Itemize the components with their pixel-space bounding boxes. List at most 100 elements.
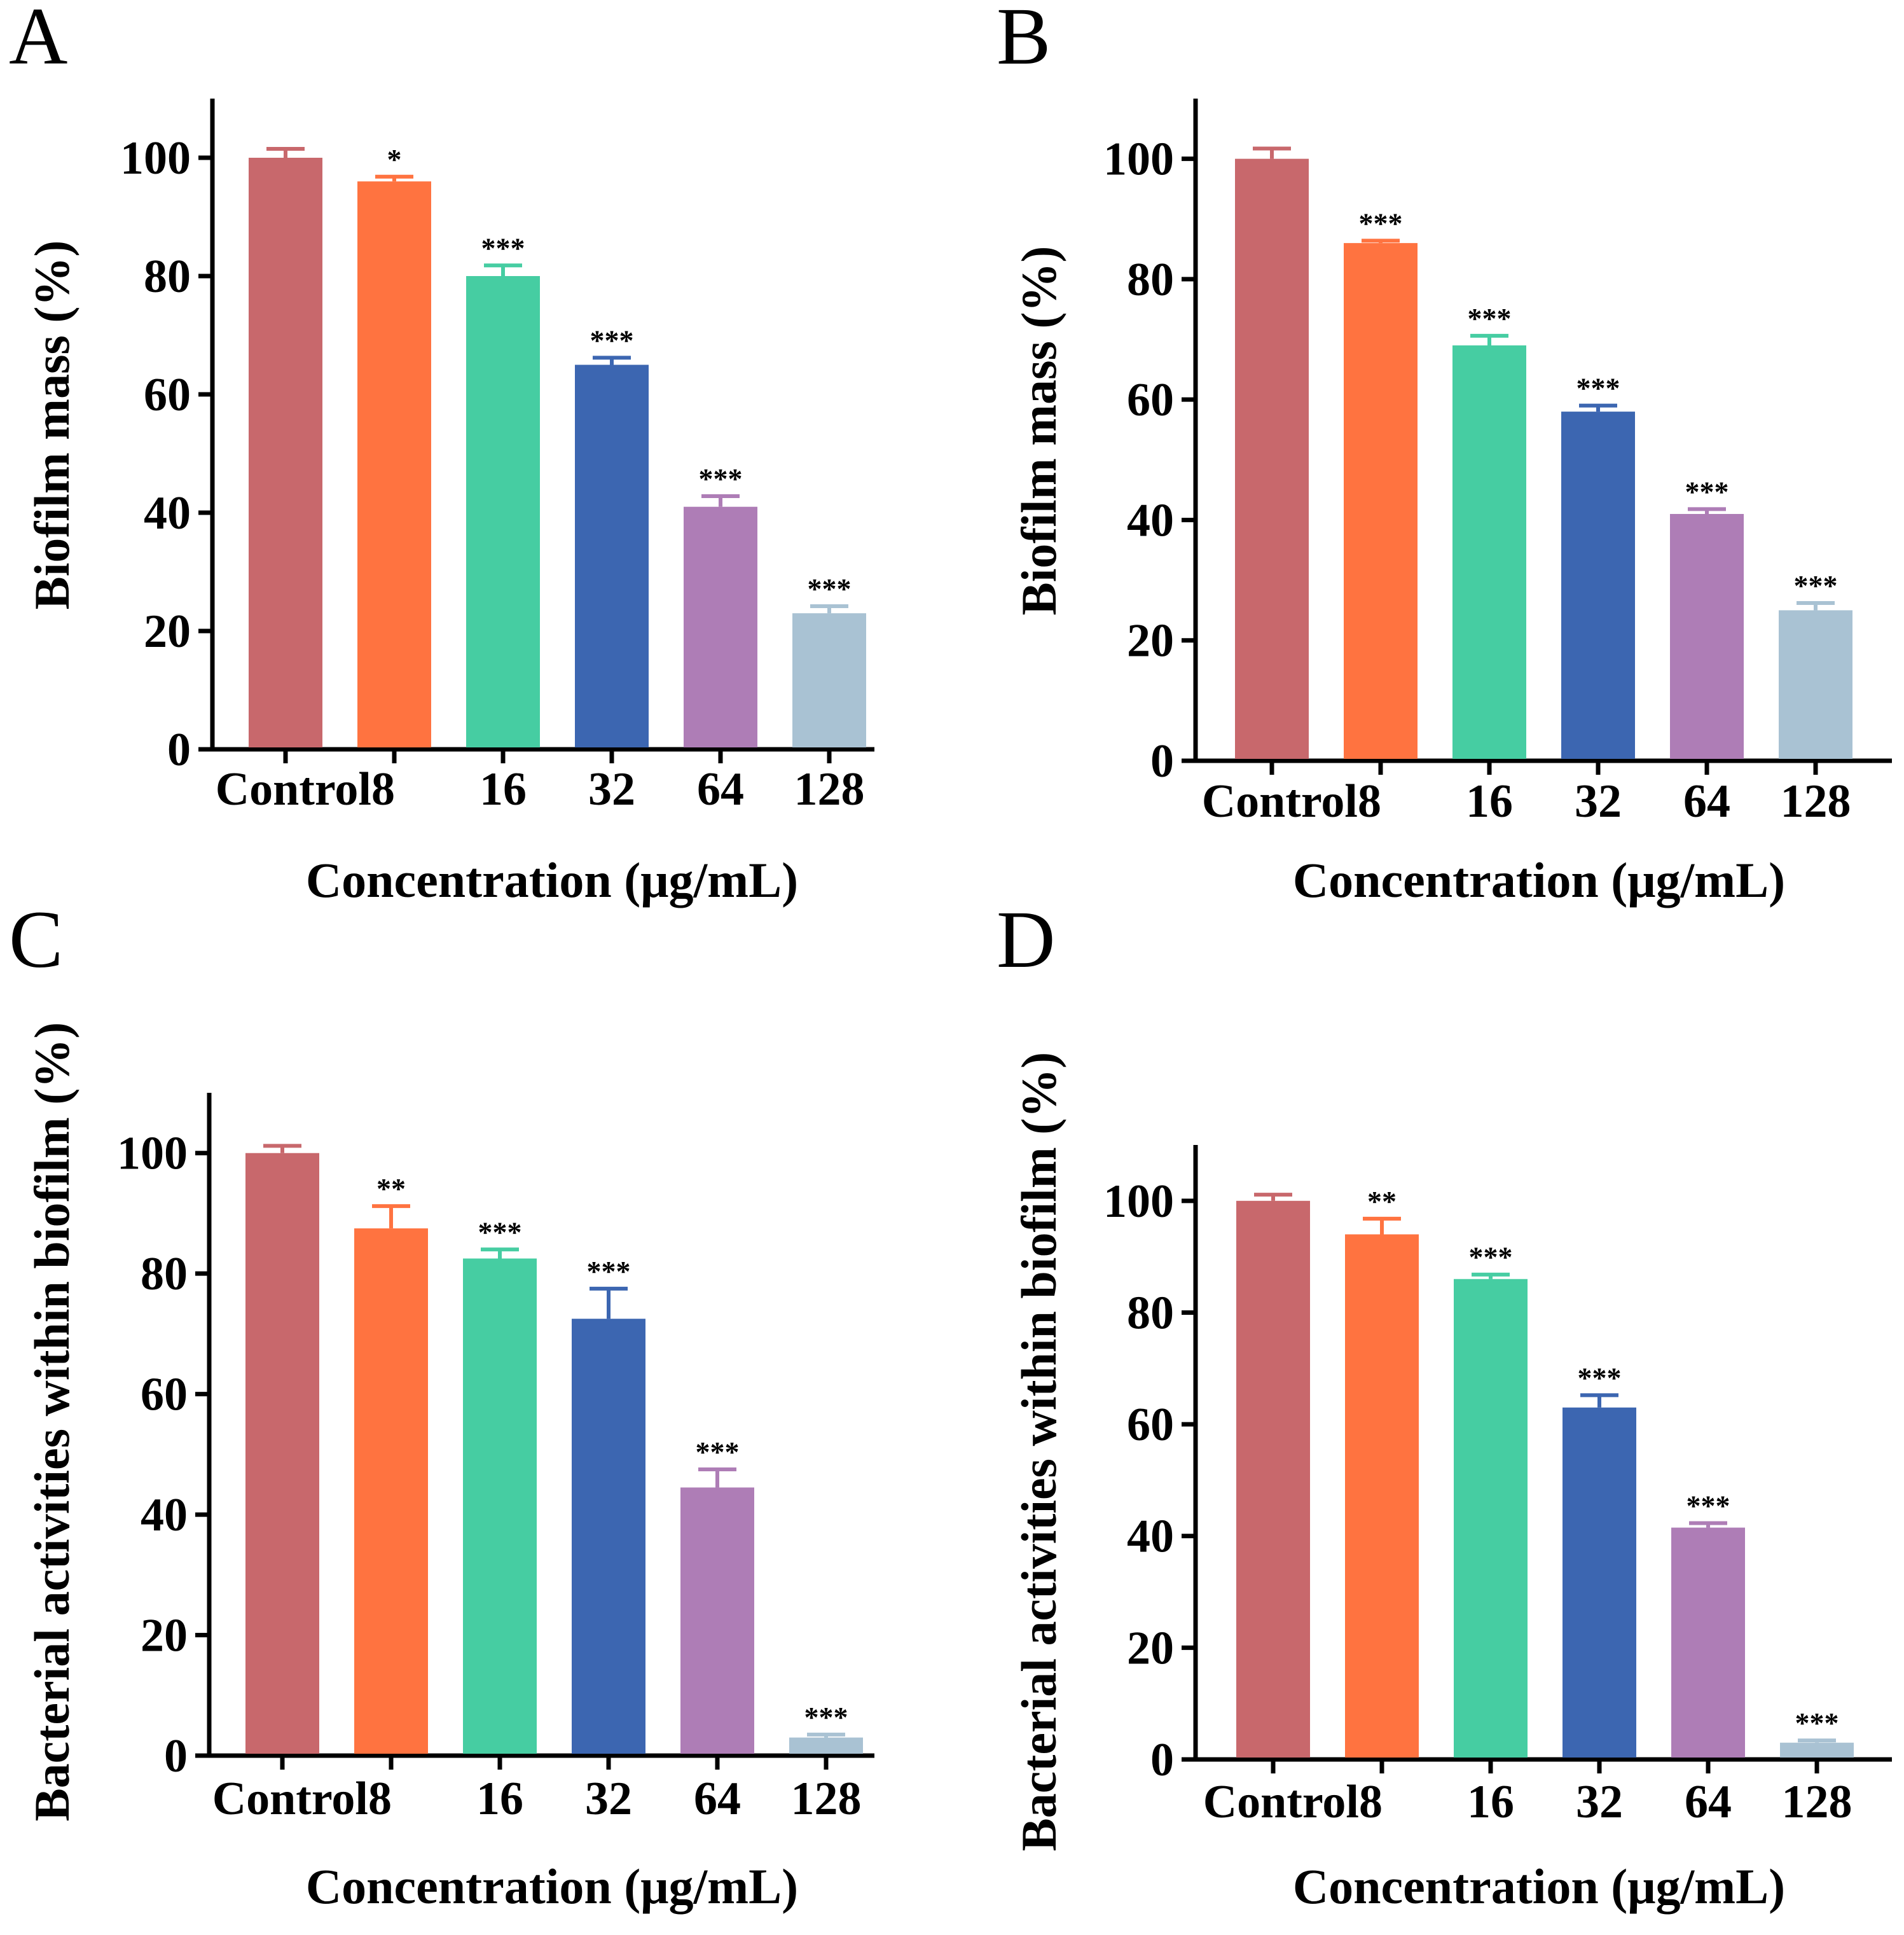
bar-b-1: [1344, 243, 1418, 759]
x-category-label: 16: [1467, 1776, 1514, 1828]
y-tick-label: 80: [144, 251, 191, 303]
significance-label: ***: [1794, 569, 1838, 602]
x-category-label: 8: [1359, 1776, 1383, 1828]
y-tick-label: 20: [1127, 1622, 1174, 1674]
x-category-label: 8: [371, 763, 395, 815]
bar-c-5: [789, 1737, 863, 1754]
bar-a-1: [357, 181, 431, 747]
y-tick-label: 80: [1127, 1287, 1174, 1339]
y-tick-label: 40: [1127, 494, 1174, 546]
x-category-label: 32: [1576, 1776, 1623, 1828]
y-tick-label: 80: [1127, 254, 1174, 306]
x-category-label: 128: [1781, 775, 1851, 828]
x-category-label: Control: [1202, 775, 1358, 828]
x-category-label: 64: [697, 763, 744, 815]
bar-c-4: [680, 1487, 754, 1754]
significance-label: ***: [590, 324, 634, 356]
y-tick-label: 20: [144, 606, 191, 658]
panel-letter-d: D: [997, 894, 1055, 985]
bar-b-3: [1561, 412, 1635, 759]
y-tick-label: 20: [141, 1610, 188, 1662]
y-tick-label: 100: [1103, 134, 1174, 186]
x-category-label: 32: [1575, 775, 1622, 828]
y-axis-title: Bacterial activities within biofilm (%): [1011, 1052, 1066, 1851]
panel-a: A 0 20 40 60 80 100 Control * 8 *** 16 *** 32 *** 64 ***…: [9, 0, 874, 908]
x-category-label: 8: [368, 1773, 392, 1825]
y-tick-label: 40: [1127, 1511, 1174, 1563]
y-tick-label: 60: [1127, 374, 1174, 426]
significance-label: ***: [1359, 207, 1403, 239]
x-category-label: 16: [1466, 775, 1513, 828]
y-axis-title: Biofilm mass (%): [1011, 246, 1066, 616]
significance-label: ***: [1578, 1361, 1622, 1394]
x-category-label: Control: [216, 763, 371, 815]
significance-label: ***: [481, 232, 525, 264]
bar-a-5: [792, 613, 866, 747]
x-category-label: 16: [476, 1773, 523, 1825]
y-tick-label: 40: [141, 1489, 188, 1541]
y-axis-title: Bacterial activities within biofilm (%): [24, 1022, 79, 1821]
y-tick-label: 60: [144, 369, 191, 421]
significance-label: ***: [696, 1436, 740, 1468]
y-tick-label: 100: [117, 1128, 188, 1180]
bar-d-4: [1671, 1527, 1745, 1758]
significance-label: ***: [1687, 1490, 1730, 1522]
significance-label: ***: [699, 462, 743, 495]
x-axis-title: Concentration (μg/mL): [1293, 852, 1785, 908]
y-tick-label: 0: [1150, 1734, 1174, 1786]
x-axis-title: Concentration (μg/mL): [306, 1859, 798, 1914]
x-category-label: 64: [1683, 775, 1730, 828]
bar-b-5: [1779, 610, 1852, 759]
significance-label: ***: [1469, 1241, 1513, 1273]
significance-label: *: [387, 143, 402, 176]
x-category-label: 128: [791, 1773, 862, 1825]
panel-c: C 0 20 40 60 80 100 Control ** 8 *** 16 *** 32 *** 64 **…: [9, 894, 874, 1914]
y-axis-title: Biofilm mass (%): [24, 240, 79, 610]
bar-b-2: [1452, 345, 1526, 759]
panel-d: D 0 20 40 60 80 100 Control ** 8 *** 16 *** 32 *** 64 **…: [997, 894, 1892, 1914]
x-axis-title: Concentration (μg/mL): [1293, 1859, 1785, 1914]
significance-label: ***: [808, 572, 852, 605]
bar-d-2: [1454, 1279, 1528, 1758]
x-category-label: 128: [794, 763, 865, 815]
significance-label: ***: [478, 1216, 522, 1248]
significance-label: ***: [1576, 372, 1620, 405]
significance-label: ***: [1468, 302, 1512, 335]
x-category-label: 128: [1782, 1776, 1852, 1828]
bar-c-3: [572, 1319, 645, 1754]
significance-label: **: [376, 1172, 406, 1205]
bar-a-3: [575, 364, 649, 747]
y-tick-label: 0: [1150, 735, 1174, 787]
bar-d-0: [1236, 1200, 1310, 1758]
bar-d-3: [1563, 1407, 1636, 1758]
bar-c-2: [463, 1258, 537, 1754]
panel-letter-a: A: [9, 0, 67, 81]
bar-a-0: [249, 158, 322, 747]
bar-b-4: [1670, 513, 1744, 759]
x-category-label: Control: [1203, 1776, 1359, 1828]
y-tick-label: 0: [167, 724, 191, 776]
bar-d-5: [1780, 1742, 1854, 1758]
y-tick-label: 20: [1127, 615, 1174, 667]
x-category-label: 32: [588, 763, 635, 815]
bar-d-1: [1345, 1234, 1419, 1758]
y-tick-label: 80: [141, 1248, 188, 1300]
significance-label: **: [1367, 1185, 1397, 1217]
y-tick-label: 60: [141, 1369, 188, 1421]
panel-b: B 0 20 40 60 80 100 Control *** 8 *** 16 *** 32 *** 64 *…: [997, 0, 1892, 908]
y-tick-label: 100: [120, 132, 191, 184]
x-category-label: 16: [479, 763, 527, 815]
panel-letter-b: B: [997, 0, 1051, 81]
significance-label: ***: [804, 1701, 848, 1733]
y-tick-label: 100: [1103, 1176, 1174, 1228]
bar-a-2: [466, 276, 540, 747]
panel-letter-c: C: [9, 894, 63, 985]
x-category-label: 32: [585, 1773, 632, 1825]
y-tick-label: 40: [144, 487, 191, 539]
bar-c-1: [354, 1228, 428, 1754]
y-tick-label: 60: [1127, 1399, 1174, 1451]
significance-label: ***: [1685, 475, 1729, 508]
x-axis-title: Concentration (μg/mL): [306, 852, 798, 908]
x-category-label: 8: [1358, 775, 1381, 828]
